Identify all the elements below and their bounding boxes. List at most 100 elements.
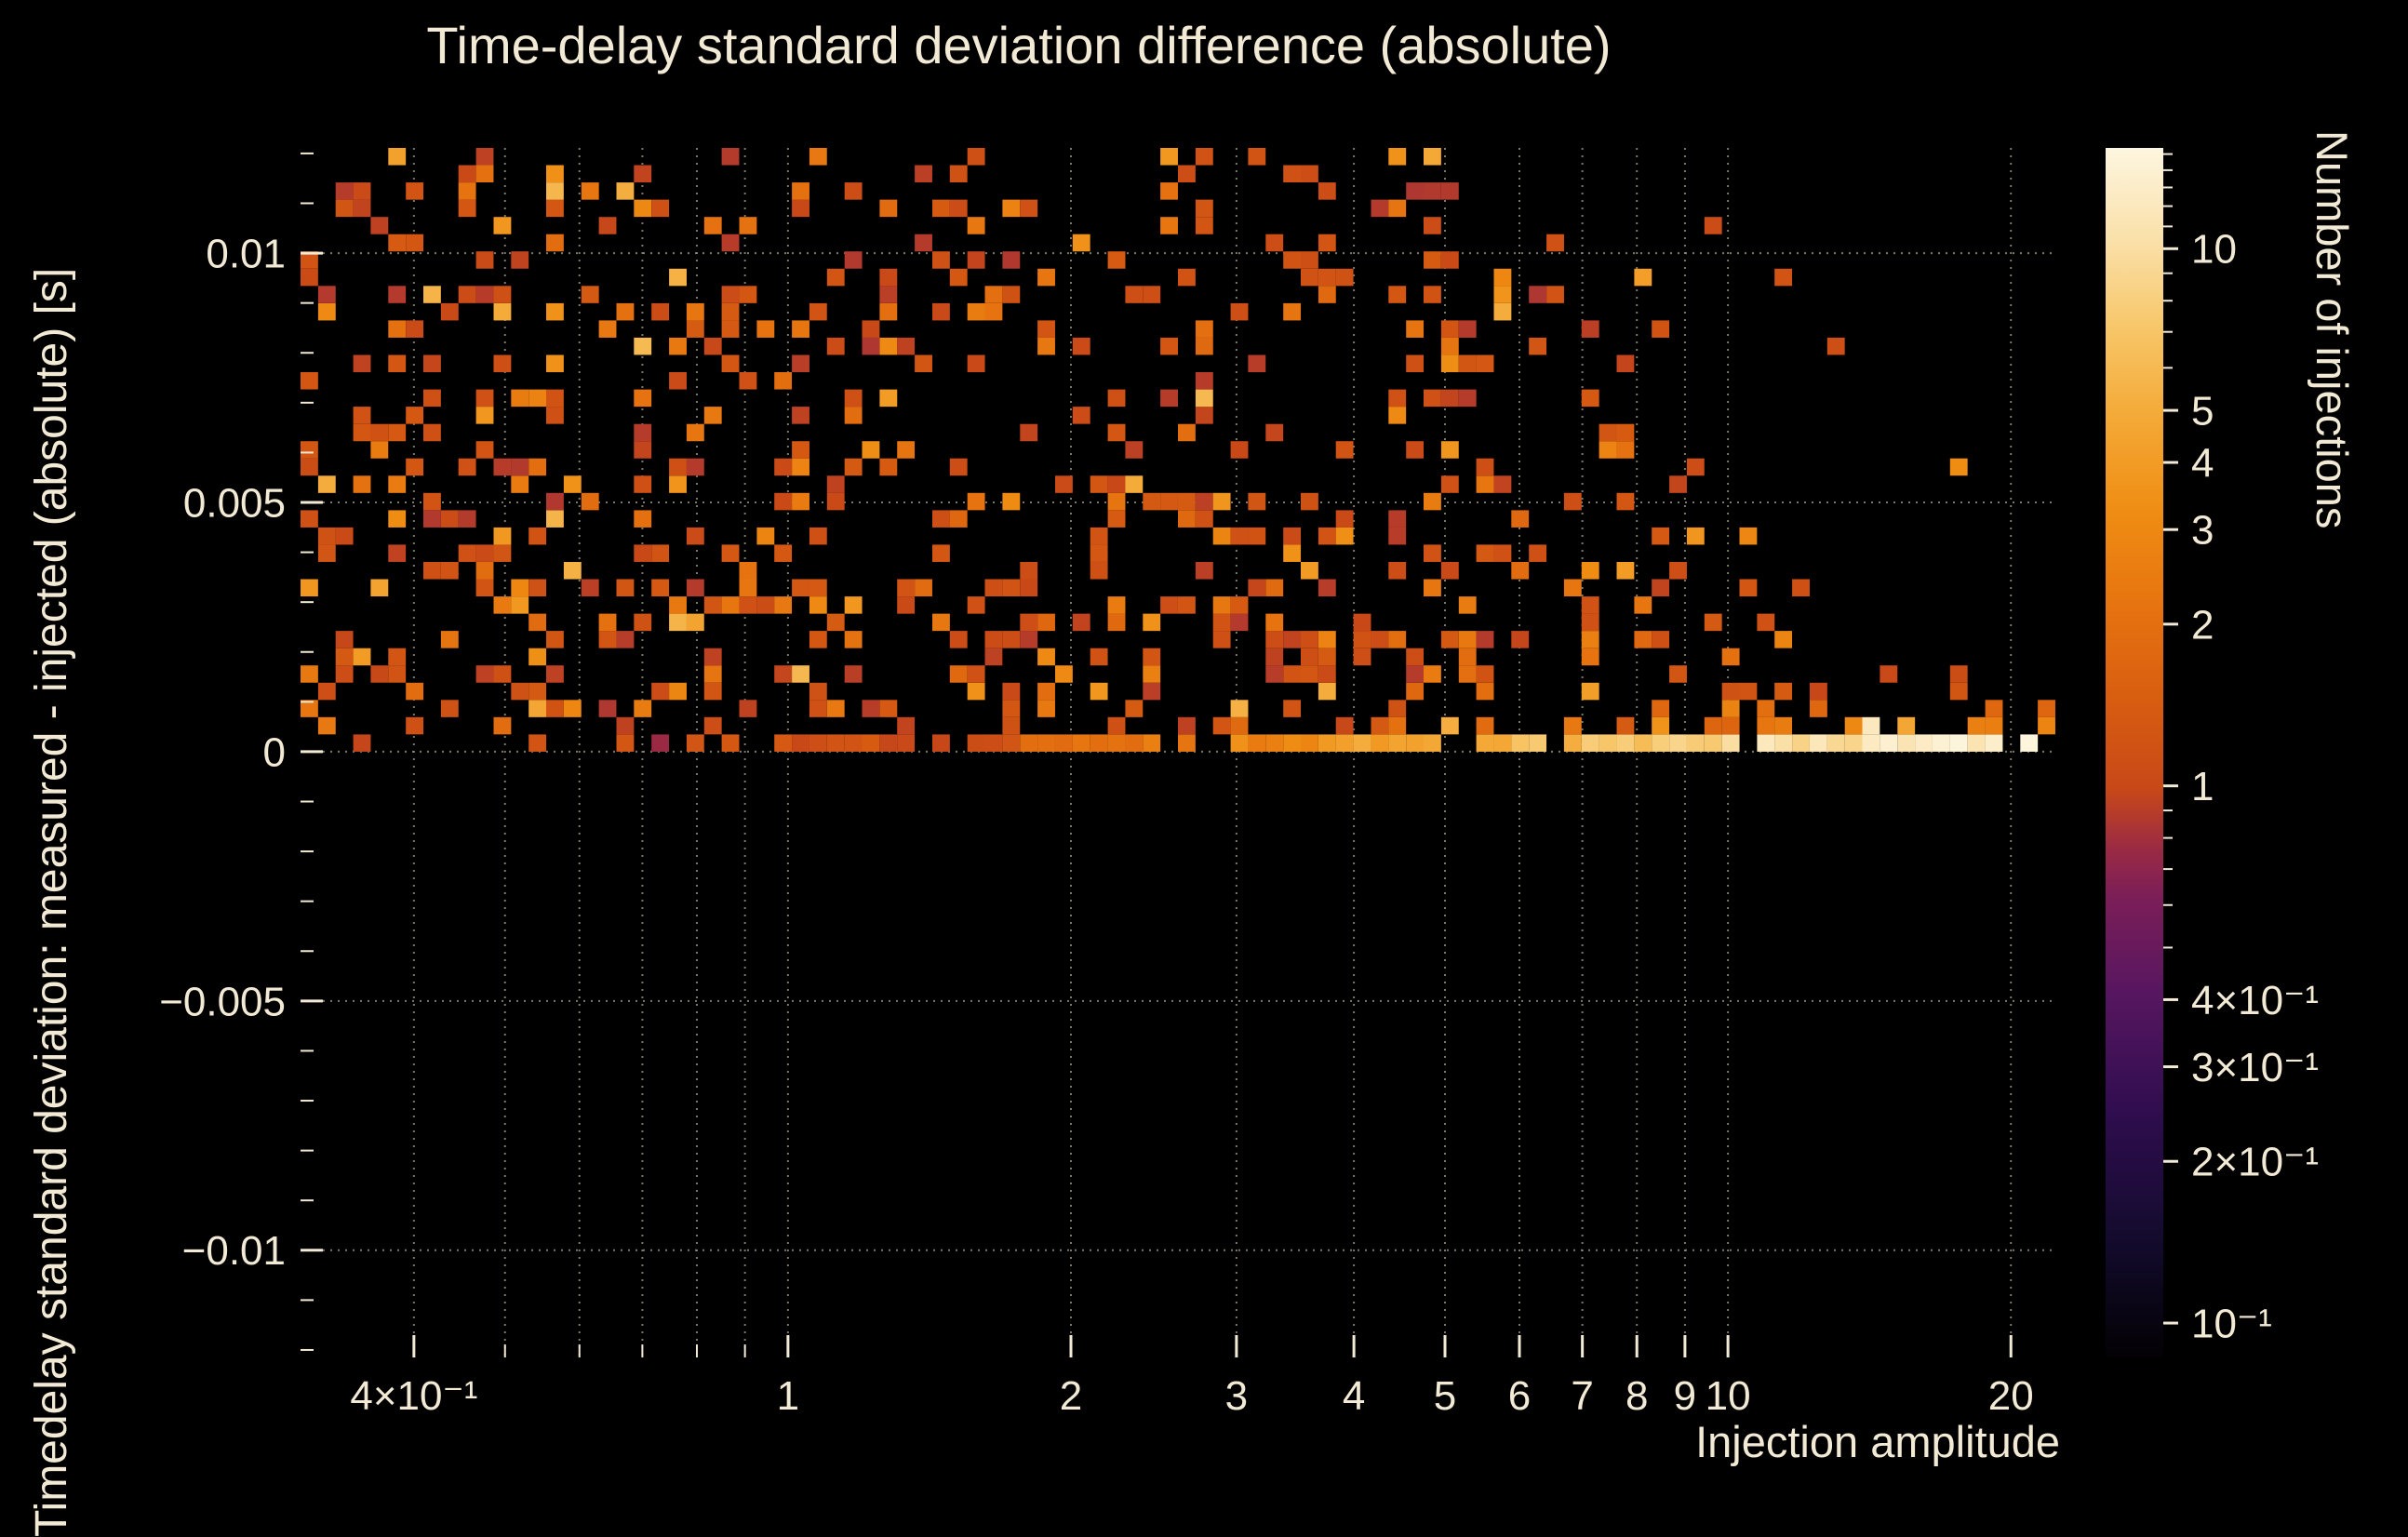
heatmap-cell bbox=[1440, 475, 1459, 493]
heatmap-cell bbox=[1476, 631, 1494, 648]
heatmap-cell bbox=[792, 320, 809, 338]
heatmap-cell bbox=[1090, 562, 1108, 580]
heatmap-cell bbox=[353, 423, 371, 442]
heatmap-cell bbox=[1178, 734, 1196, 752]
heatmap-cell bbox=[335, 527, 354, 545]
heatmap-cell bbox=[1318, 286, 1336, 303]
heatmap-cell bbox=[1652, 700, 1670, 717]
heatmap-cell bbox=[1529, 734, 1547, 752]
heatmap-cell bbox=[774, 544, 793, 562]
heatmap-cell bbox=[1704, 716, 1722, 735]
heatmap-cell bbox=[1160, 596, 1178, 614]
heatmap-cell bbox=[1810, 700, 1827, 717]
heatmap-cell bbox=[1002, 286, 1021, 303]
heatmap-cell bbox=[1581, 734, 1599, 752]
heatmap-cell bbox=[634, 475, 652, 493]
heatmap-cell bbox=[1440, 320, 1459, 338]
heatmap-cell bbox=[1388, 734, 1407, 752]
heatmap-cell bbox=[1440, 441, 1459, 459]
heatmap-cell bbox=[2038, 716, 2055, 735]
heatmap-cell bbox=[1230, 734, 1249, 752]
heatmap-cell bbox=[1810, 734, 1827, 752]
heatmap-cell bbox=[528, 527, 547, 545]
heatmap-cell bbox=[634, 544, 652, 562]
heatmap-cell bbox=[686, 579, 704, 597]
heatmap-cell bbox=[826, 492, 845, 511]
x-tick-label: 1 bbox=[777, 1373, 799, 1419]
heatmap-cell bbox=[1388, 716, 1407, 735]
heatmap-cell bbox=[1985, 700, 2003, 717]
heatmap-cell bbox=[967, 148, 985, 166]
heatmap-cell bbox=[1301, 734, 1318, 752]
colorbar-tick-label: 4 bbox=[2191, 440, 2214, 486]
heatmap-cell bbox=[1055, 475, 1073, 493]
heatmap-cell bbox=[844, 407, 863, 424]
x-tick-label: 10 bbox=[1706, 1373, 1751, 1419]
heatmap-cell bbox=[826, 734, 845, 752]
heatmap-cell bbox=[1020, 613, 1038, 632]
heatmap-cell bbox=[1458, 596, 1477, 614]
heatmap-cell bbox=[1476, 665, 1494, 683]
heatmap-cell bbox=[932, 734, 950, 752]
heatmap-cell bbox=[932, 199, 950, 218]
heatmap-cell bbox=[1634, 268, 1652, 287]
heatmap-cell bbox=[1581, 631, 1599, 648]
heatmap-cell bbox=[1511, 631, 1530, 648]
heatmap-cell bbox=[932, 302, 950, 321]
heatmap-cell bbox=[598, 631, 617, 648]
heatmap-cell bbox=[1774, 734, 1793, 752]
heatmap-cell bbox=[879, 389, 898, 408]
heatmap-cell bbox=[809, 734, 827, 752]
heatmap-cell bbox=[1090, 682, 1108, 701]
heatmap-cell bbox=[1458, 320, 1477, 338]
colorbar-tick-label: 5 bbox=[2191, 388, 2214, 434]
heatmap-cell bbox=[879, 286, 898, 303]
heatmap-cell bbox=[792, 665, 809, 683]
heatmap-cell bbox=[826, 613, 845, 632]
heatmap-cell bbox=[1826, 734, 1845, 752]
x-axis-title: Injection amplitude bbox=[1695, 1417, 2060, 1466]
heatmap-cell bbox=[1757, 734, 1775, 752]
heatmap-cell bbox=[1686, 734, 1705, 752]
heatmap-cell bbox=[809, 631, 827, 648]
heatmap-cell bbox=[1529, 337, 1547, 355]
heatmap-cell bbox=[581, 579, 599, 597]
heatmap-cell bbox=[1055, 665, 1073, 683]
heatmap-cell bbox=[844, 458, 863, 476]
heatmap-cell bbox=[423, 562, 441, 580]
heatmap-cell bbox=[844, 734, 863, 752]
heatmap-cell bbox=[493, 544, 512, 562]
heatmap-cell bbox=[809, 596, 827, 614]
heatmap-cell bbox=[774, 458, 793, 476]
heatmap-cell bbox=[616, 716, 635, 735]
heatmap-cell bbox=[1178, 492, 1196, 511]
heatmap-cell bbox=[651, 682, 670, 701]
heatmap-cell bbox=[1283, 165, 1302, 183]
heatmap-cell bbox=[686, 458, 704, 476]
heatmap-cell bbox=[1546, 234, 1564, 252]
heatmap-cell bbox=[1090, 648, 1108, 666]
heatmap-cell bbox=[1318, 579, 1336, 597]
heatmap-cell bbox=[879, 302, 898, 321]
heatmap-cell bbox=[1669, 734, 1687, 752]
heatmap-cell bbox=[1511, 734, 1530, 752]
heatmap-cell bbox=[317, 544, 336, 562]
heatmap-cell bbox=[1318, 182, 1336, 200]
x-tick-label: 2 bbox=[1060, 1373, 1082, 1419]
heatmap-cell bbox=[792, 354, 809, 373]
heatmap-cell bbox=[1125, 286, 1144, 303]
heatmap-cell bbox=[1862, 734, 1880, 752]
heatmap-cell bbox=[756, 320, 775, 338]
heatmap-cell bbox=[1581, 682, 1599, 701]
heatmap-cell bbox=[317, 716, 336, 735]
heatmap-cell bbox=[317, 475, 336, 493]
heatmap-cell bbox=[1616, 716, 1635, 735]
heatmap-cell bbox=[703, 665, 722, 683]
heatmap-cell bbox=[1301, 268, 1318, 287]
heatmap-cell bbox=[388, 423, 407, 442]
heatmap-cell bbox=[1248, 148, 1266, 166]
heatmap-cell bbox=[1160, 492, 1178, 511]
heatmap-cell bbox=[1476, 544, 1494, 562]
heatmap-cell bbox=[423, 492, 441, 511]
heatmap-cell bbox=[1143, 492, 1161, 511]
